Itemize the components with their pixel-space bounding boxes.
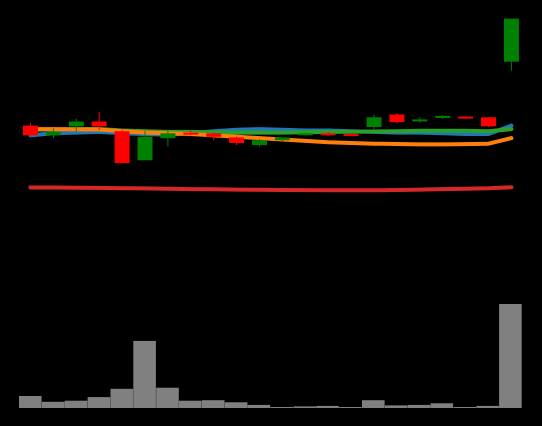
candle [114,129,130,164]
candle-body [206,133,222,137]
candle [206,132,222,141]
volume-bar [293,406,316,408]
candle-body [160,133,176,139]
candle [183,130,199,136]
candle-body [320,133,336,136]
volume-bar [19,396,42,408]
candle [229,136,245,146]
volume-bar [362,400,385,408]
candle [435,115,451,119]
candle-body [68,121,84,127]
volume-bar [156,387,179,408]
candle-body [481,117,496,127]
volume-bar [384,405,408,408]
candle [160,130,176,147]
volume-bar [453,407,476,408]
volume-bar [339,407,362,408]
candle-body [45,131,61,136]
volume-bar [270,407,294,408]
candle-body [137,136,153,161]
volume-bar [499,304,522,408]
candle [412,117,428,123]
candle-body [183,132,199,135]
candle [366,114,382,130]
candle [68,118,84,132]
candle-body [458,116,474,119]
moving-average-line-1 [28,123,514,138]
candle-body [366,117,382,127]
volume-bar [41,401,65,408]
candle-body [229,137,245,143]
candle [503,18,519,71]
volume-bar [316,405,339,408]
volume-bar [224,402,248,408]
volume-bar [430,403,454,408]
candle [389,113,405,124]
volume-bar [247,404,271,408]
candle [137,131,153,161]
candle [343,133,359,136]
candle [45,128,61,139]
candle [481,117,496,128]
candle-body [503,18,519,62]
moving-average-line-3 [28,127,514,147]
candle [274,137,290,143]
volume-layer [19,304,522,408]
candle [23,122,38,137]
moving-average-layer [28,123,514,193]
candle-body [435,115,451,118]
candle-body [389,114,405,123]
candle-body [343,134,359,136]
candle-body [23,125,38,136]
candle-body [274,137,290,141]
candle-body [297,133,313,136]
candle-body [252,140,267,146]
candle-body [114,131,130,164]
volume-bar [87,397,111,408]
volume-bar [64,400,88,408]
candle [91,111,107,130]
volume-bar [179,400,202,408]
volume-bar [110,388,134,408]
candle [458,115,474,119]
candle-body [412,119,428,122]
candle-body [91,121,107,127]
volume-bar [407,404,431,408]
candle-layer [23,18,519,164]
candle [297,132,313,136]
candle [320,131,336,137]
volume-bar [476,405,499,408]
moving-average-line-4 [28,185,514,193]
candle [252,138,267,147]
volume-bar [133,340,156,408]
volume-bar [201,400,225,408]
